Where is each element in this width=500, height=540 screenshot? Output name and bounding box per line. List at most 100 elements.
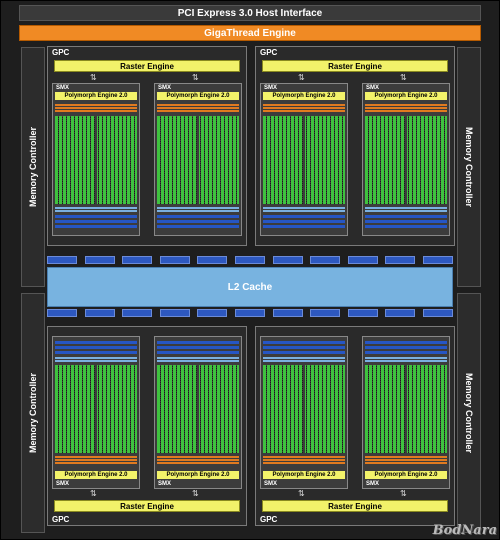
gpc-top-left: GPC Raster Engine ⇅ SMX Polymorph Engine 2.0…: [47, 46, 247, 246]
smx-right: SMX Polymorph Engine 2.0: [154, 83, 242, 236]
polymorph-engine: Polymorph Engine 2.0: [55, 92, 137, 100]
cache-row: [365, 210, 447, 212]
orange-unit-row: [365, 462, 447, 464]
smx-left: Polymorph Engine 2.0 SMX: [52, 336, 140, 489]
orange-unit-row: [263, 107, 345, 109]
orange-unit-row: [157, 110, 239, 112]
orange-unit-row: [55, 107, 137, 109]
smx-label: SMX: [264, 85, 278, 91]
memory-controller-bottom-left: Memory Controller: [21, 293, 45, 533]
orange-unit-row: [263, 110, 345, 112]
cache-row: [157, 210, 239, 212]
load-store-row: [365, 225, 447, 228]
cuda-core-grid: [263, 365, 345, 453]
load-store-row: [55, 220, 137, 223]
load-store-row: [365, 215, 447, 218]
smx-label: SMX: [264, 481, 278, 487]
polymorph-engine: Polymorph Engine 2.0: [157, 92, 239, 100]
load-store-row: [157, 220, 239, 223]
arrow-icon: ⇅: [298, 73, 305, 82]
gpc-label: GPC: [260, 48, 278, 57]
load-store-row: [365, 346, 447, 349]
gpc-label: GPC: [52, 515, 70, 524]
cuda-core-grid: [55, 365, 137, 453]
cache-row: [55, 210, 137, 212]
core-split: [95, 116, 97, 204]
load-store-row: [55, 346, 137, 349]
orange-unit-row: [157, 104, 239, 106]
cache-row: [157, 357, 239, 359]
orange-unit-row: [55, 104, 137, 106]
orange-unit-row: [157, 456, 239, 458]
polymorph-engine: Polymorph Engine 2.0: [157, 471, 239, 479]
smx-label: SMX: [158, 481, 172, 487]
cuda-core-grid: [157, 116, 239, 204]
cache-row: [55, 357, 137, 359]
arrow-icon: ⇅: [298, 489, 305, 498]
cache-row: [263, 210, 345, 212]
cuda-core-grid: [157, 365, 239, 453]
memory-controller-top-left: Memory Controller: [21, 47, 45, 287]
smx-label: SMX: [56, 481, 70, 487]
gpc-bottom-right: GPC Raster Engine ⇅ Polymorph Engine 2.0 SMX…: [255, 326, 455, 526]
load-store-row: [365, 341, 447, 344]
load-store-row: [157, 225, 239, 228]
load-store-row: [263, 346, 345, 349]
smx-label: SMX: [158, 85, 172, 91]
smx-label: SMX: [56, 85, 70, 91]
cache-row: [157, 360, 239, 362]
orange-unit-row: [263, 456, 345, 458]
gpc-bottom-left: GPC Raster Engine ⇅ Polymorph Engine 2.0 SMX…: [47, 326, 247, 526]
orange-unit-row: [263, 459, 345, 461]
load-store-row: [365, 351, 447, 354]
orange-unit-row: [157, 462, 239, 464]
smx-left: SMX Polymorph Engine 2.0: [52, 83, 140, 236]
cache-row: [263, 360, 345, 362]
smx-left: SMX Polymorph Engine 2.0: [260, 83, 348, 236]
load-store-row: [157, 351, 239, 354]
load-store-row: [263, 225, 345, 228]
polymorph-engine: Polymorph Engine 2.0: [263, 92, 345, 100]
polymorph-engine: Polymorph Engine 2.0: [263, 471, 345, 479]
orange-unit-row: [263, 104, 345, 106]
cache-row: [55, 207, 137, 209]
smx-label: SMX: [366, 481, 380, 487]
core-split: [303, 116, 305, 204]
gpc-top-right: GPC Raster Engine ⇅ SMX Polymorph Engine 2.0…: [255, 46, 455, 246]
load-store-row: [55, 351, 137, 354]
raster-engine: Raster Engine: [262, 60, 448, 72]
orange-unit-row: [157, 107, 239, 109]
raster-engine: Raster Engine: [262, 500, 448, 512]
load-store-row: [263, 215, 345, 218]
cuda-core-grid: [263, 116, 345, 204]
cache-row: [263, 207, 345, 209]
l2-controller-row-top: [47, 255, 453, 265]
cache-row: [157, 207, 239, 209]
cache-row: [365, 360, 447, 362]
raster-engine: Raster Engine: [54, 60, 240, 72]
arrow-icon: ⇅: [400, 73, 407, 82]
load-store-row: [55, 341, 137, 344]
memory-controller-top-right: Memory Controller: [457, 47, 481, 287]
orange-unit-row: [55, 110, 137, 112]
orange-unit-row: [365, 104, 447, 106]
orange-unit-row: [55, 459, 137, 461]
core-split: [405, 116, 407, 204]
load-store-row: [263, 220, 345, 223]
polymorph-engine: Polymorph Engine 2.0: [365, 471, 447, 479]
gpc-label: GPC: [52, 48, 70, 57]
cache-row: [263, 357, 345, 359]
smx-left: Polymorph Engine 2.0 SMX: [260, 336, 348, 489]
load-store-row: [55, 225, 137, 228]
orange-unit-row: [55, 456, 137, 458]
cache-row: [365, 357, 447, 359]
arrow-icon: ⇅: [90, 73, 97, 82]
load-store-row: [157, 215, 239, 218]
l2-controller-row-bottom: [47, 308, 453, 318]
smx-right: SMX Polymorph Engine 2.0: [362, 83, 450, 236]
raster-engine: Raster Engine: [54, 500, 240, 512]
pcie-host-interface: PCI Express 3.0 Host Interface: [19, 5, 481, 21]
load-store-row: [55, 215, 137, 218]
load-store-row: [263, 341, 345, 344]
